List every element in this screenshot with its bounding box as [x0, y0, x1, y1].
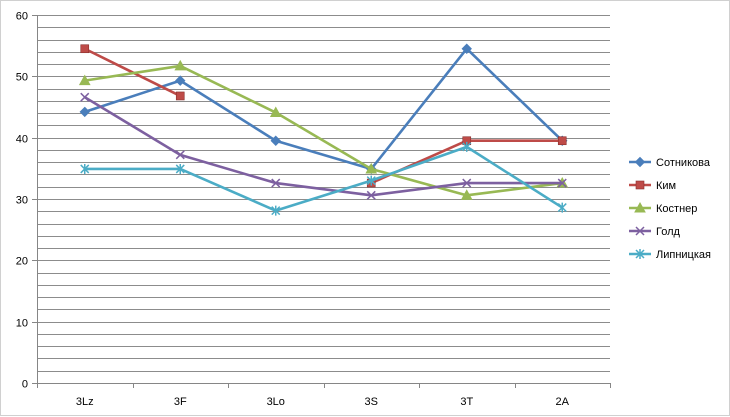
legend-entry: Сотникова [629, 156, 711, 169]
data-point [271, 178, 281, 188]
legend-swatch-marker [634, 201, 646, 213]
x-tick-label: 3T [460, 396, 473, 408]
x-tick-label: 3S [365, 396, 378, 408]
y-tick-label: 50 [16, 72, 28, 84]
data-point [557, 178, 567, 188]
legend-swatch-marker [635, 249, 645, 259]
legend-entry: Голд [629, 226, 681, 238]
legend: Сотникова Ким Костнер Голд Липницкая [629, 156, 711, 261]
y-tick-label: 0 [22, 379, 28, 391]
legend-label: Ким [656, 180, 676, 192]
legend-label: Голд [656, 226, 681, 238]
grid [37, 15, 610, 372]
data-point [80, 92, 90, 102]
data-point [79, 106, 90, 118]
data-point [366, 190, 376, 200]
series-1 [80, 44, 567, 188]
legend-entry: Липницкая [629, 249, 711, 261]
y-tick-label: 60 [16, 11, 28, 23]
legend-entry: Костнер [629, 201, 697, 215]
data-point [271, 205, 281, 216]
data-point [461, 43, 472, 54]
data-point [80, 163, 90, 174]
series-line [84, 145, 563, 212]
data-point [460, 189, 473, 200]
legend-entry: Ким [629, 180, 676, 192]
series-line [84, 47, 564, 171]
data-point [80, 44, 90, 54]
data-point [175, 163, 185, 174]
legend-swatch-marker [635, 226, 645, 236]
series-line [84, 96, 563, 197]
data-point [175, 150, 185, 160]
legend-label: Липницкая [656, 249, 711, 261]
data-point [175, 75, 186, 86]
series-0 [79, 43, 568, 175]
data-point [175, 91, 185, 101]
data-point [366, 175, 376, 186]
y-tick-label: 40 [16, 134, 28, 146]
data-point [557, 136, 567, 146]
series-line [84, 64, 563, 197]
y-tick-label: 20 [16, 256, 28, 268]
x-tick-label: 2A [556, 396, 570, 408]
data-point [174, 59, 187, 71]
legend-label: Сотникова [656, 157, 711, 169]
data-point [270, 135, 281, 146]
series-3 [80, 92, 567, 200]
legend-swatch-marker [634, 156, 646, 168]
x-tick-label: 3Lz [76, 396, 94, 408]
data-point [269, 106, 282, 118]
data-point [462, 178, 472, 188]
series-4 [80, 141, 567, 216]
y-tick-label: 10 [16, 318, 28, 330]
x-tick-label: 3F [174, 396, 187, 408]
y-tick-label: 30 [16, 195, 28, 207]
data-point [365, 162, 378, 174]
legend-label: Костнер [656, 203, 697, 215]
data-point [462, 141, 472, 152]
legend-swatch-marker [635, 180, 645, 190]
data-point [557, 202, 567, 213]
series-lines [78, 43, 569, 216]
axes: 0 10 20 30 40 50 60 3Lz 3F 3Lo 3S 3T 2A [16, 11, 611, 408]
data-point [78, 74, 91, 86]
x-tick-label: 3Lo [267, 396, 285, 408]
